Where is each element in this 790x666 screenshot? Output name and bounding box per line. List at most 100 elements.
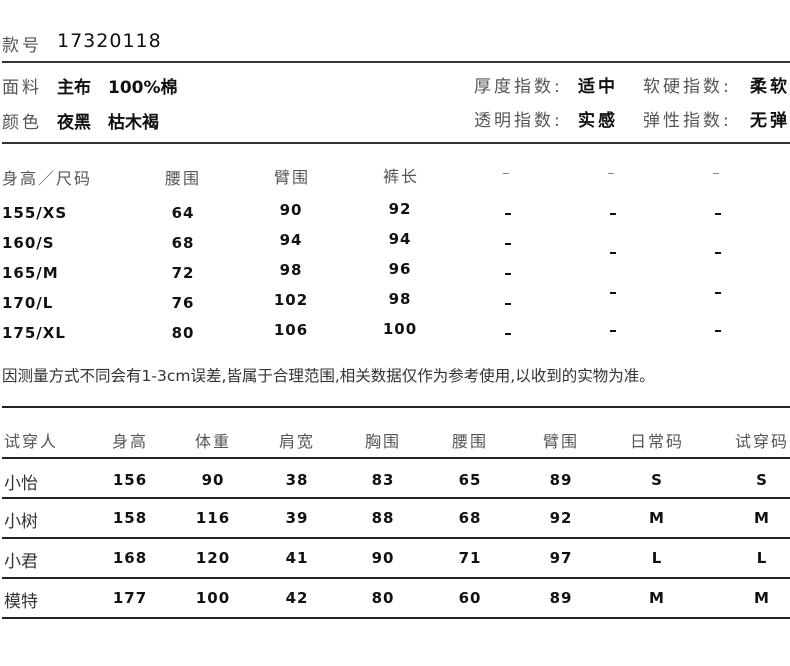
length-cell: 96 [388, 260, 412, 278]
length-cell: 98 [388, 290, 412, 308]
tryon-cell: 90 [201, 471, 225, 489]
empty-cell [610, 292, 616, 294]
tryon-cell: M [649, 509, 665, 527]
fabric-value: 主布 100%棉 [57, 78, 178, 98]
empty-cell [505, 243, 511, 245]
waist-header: 腰围 [164, 169, 202, 188]
tryon-cell: 120 [195, 549, 231, 567]
tryon-cell: 92 [549, 509, 573, 527]
style-no-label: 款号 [2, 36, 42, 56]
tryon-header: 肩宽 [278, 432, 316, 451]
tryon-name: 小树 [4, 512, 38, 532]
row-divider [2, 537, 790, 539]
arm-cell: 98 [279, 261, 303, 279]
fabric-label: 面料 [2, 78, 42, 98]
tryon-name: 小君 [4, 552, 38, 572]
measurement-note: 因测量方式不同会有1-3cm误差,皆属于合理范围,相关数据仅作为参考使用,以收到… [2, 367, 655, 385]
empty-cell [715, 213, 721, 215]
empty-cell [610, 330, 616, 332]
tryon-cell: 90 [371, 549, 395, 567]
empty-cell [715, 292, 721, 294]
tryon-cell: 168 [112, 549, 148, 567]
empty-header [608, 173, 614, 174]
waist-cell: 64 [171, 204, 195, 222]
color-label: 颜色 [2, 113, 42, 133]
tryon-header: 试穿码 [734, 432, 790, 451]
tryon-cell: 177 [112, 589, 148, 607]
elasticity-label: 弹性指数: [643, 111, 732, 131]
tryon-cell: L [756, 549, 768, 567]
empty-cell [715, 330, 721, 332]
tryon-cell: 89 [549, 471, 573, 489]
row-divider [2, 497, 790, 499]
softness-label: 软硬指数: [643, 77, 732, 97]
tryon-header: 试穿人 [4, 432, 59, 451]
transparency-value: 实感 [578, 111, 618, 131]
tryon-cell: 65 [458, 471, 482, 489]
size-cell: 175/XL [2, 324, 66, 342]
arm-cell: 94 [279, 231, 303, 249]
length-cell: 94 [388, 230, 412, 248]
tryon-cell: 88 [371, 509, 395, 527]
tryon-header: 体重 [194, 432, 232, 451]
thickness-label: 厚度指数: [474, 77, 563, 97]
arm-cell: 90 [279, 201, 303, 219]
waist-cell: 72 [171, 264, 195, 282]
size-cell: 170/L [2, 294, 54, 312]
empty-cell [610, 213, 616, 215]
arm-header: 臂围 [273, 168, 311, 187]
tryon-header: 日常码 [629, 432, 685, 451]
tryon-cell: 97 [549, 549, 573, 567]
tryon-cell: M [754, 589, 770, 607]
tryon-cell: 80 [371, 589, 395, 607]
divider [2, 457, 790, 459]
tryon-cell: M [754, 509, 770, 527]
tryon-header: 臂围 [542, 432, 580, 451]
empty-cell [505, 273, 511, 275]
arm-cell: 106 [273, 321, 309, 339]
empty-cell [715, 252, 721, 254]
tryon-cell: 68 [458, 509, 482, 527]
divider [2, 406, 790, 408]
length-header: 裤长 [382, 167, 420, 186]
tryon-cell: L [651, 549, 663, 567]
elasticity-value: 无弹 [750, 111, 790, 131]
tryon-header: 腰围 [451, 432, 489, 451]
style-no-value: 17320118 [57, 30, 162, 52]
row-divider [2, 577, 790, 579]
waist-cell: 80 [171, 324, 195, 342]
tryon-name: 小怡 [4, 474, 38, 494]
tryon-cell: 60 [458, 589, 482, 607]
empty-cell [505, 213, 511, 215]
empty-cell [610, 252, 616, 254]
tryon-cell: 156 [112, 471, 148, 489]
softness-value: 柔软 [750, 77, 790, 97]
tryon-cell: S [756, 471, 768, 489]
length-cell: 100 [382, 320, 418, 338]
tryon-cell: 41 [285, 549, 309, 567]
tryon-header: 胸围 [364, 432, 402, 451]
tryon-cell: 39 [285, 509, 309, 527]
tryon-header: 身高 [111, 432, 149, 451]
size-header: 身高／尺码 [2, 169, 93, 188]
size-cell: 155/XS [2, 204, 68, 222]
tryon-cell: S [651, 471, 663, 489]
tryon-cell: 89 [549, 589, 573, 607]
length-cell: 92 [388, 200, 412, 218]
tryon-cell: 38 [285, 471, 309, 489]
empty-header [503, 173, 509, 174]
empty-cell [505, 333, 511, 335]
empty-cell [505, 303, 511, 305]
waist-cell: 76 [171, 294, 195, 312]
tryon-cell: 83 [371, 471, 395, 489]
divider [2, 142, 790, 144]
divider [2, 61, 790, 63]
size-cell: 165/M [2, 264, 59, 282]
size-cell: 160/S [2, 234, 55, 252]
tryon-cell: M [649, 589, 665, 607]
empty-header [713, 173, 719, 174]
color-value: 夜黑 枯木褐 [57, 113, 159, 133]
tryon-name: 模特 [4, 592, 38, 612]
arm-cell: 102 [273, 291, 309, 309]
